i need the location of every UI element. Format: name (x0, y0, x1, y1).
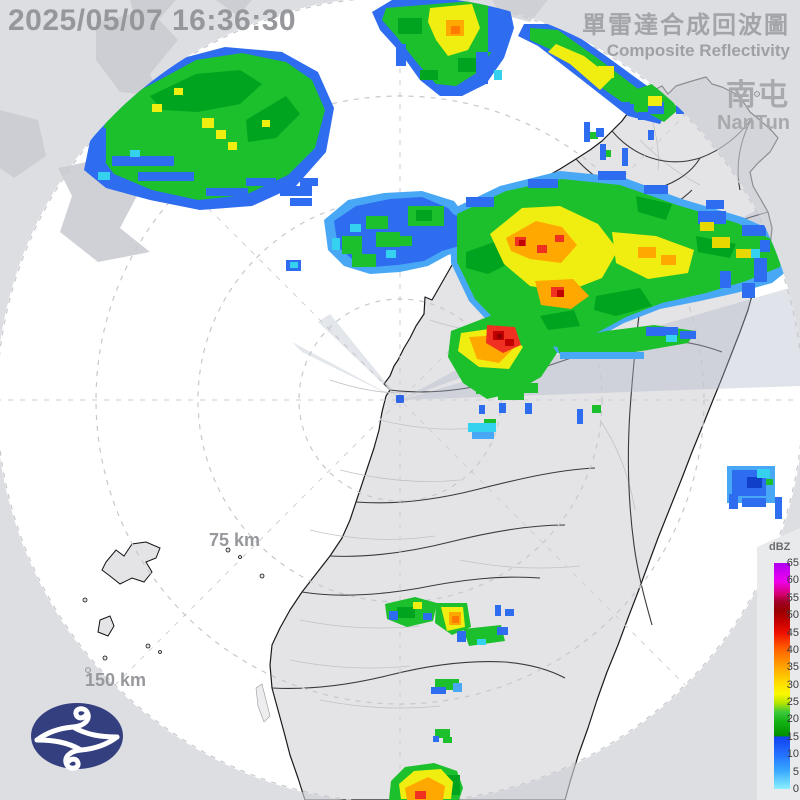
cwb-logo-swirl (34, 706, 120, 771)
colorbar-tick: 65 (786, 557, 799, 569)
radar-echoes (84, 0, 797, 800)
station-name-en: NanTun (717, 112, 790, 134)
timestamp: 2025/05/07 16:36:30 (8, 4, 297, 37)
colorbar-tick: 60 (786, 574, 799, 587)
product-title-zh: 單雷達合成回波圖 (582, 12, 790, 39)
colorbar-tick: 30 (786, 678, 799, 691)
product-title-en: Composite Reflectivity (606, 41, 790, 60)
colorbar-tick: 35 (786, 661, 799, 674)
colorbar-tick: 40 (786, 643, 799, 656)
colorbar-tick: 10 (786, 748, 799, 761)
colorbar-tick: 55 (786, 591, 799, 604)
colorbar-tick: 45 (786, 626, 799, 639)
colorbar-tick: 25 (786, 696, 799, 709)
range-label-75km: 75 km (209, 530, 261, 550)
colorbar-tick: 0 (792, 783, 799, 795)
colorbar-tick: 5 (792, 765, 799, 778)
station-name-zh: 南屯 (726, 79, 790, 112)
colorbar-tick: 15 (786, 730, 799, 743)
cwb-logo (31, 703, 123, 771)
cwb-logo-ellipse (31, 703, 123, 769)
diagonal-spokes (114, 114, 686, 686)
range-label-150km: 150 km (85, 670, 147, 690)
product-title-block: 單雷達合成回波圖 Composite Reflectivity 南屯 NanTu… (582, 5, 790, 135)
colorbar-unit-label: dBZ (769, 541, 791, 553)
colorbar-gradient (774, 563, 790, 789)
colorbar-tick: 20 (786, 713, 799, 726)
radar-station-marker (396, 395, 404, 403)
colorbar-tick: 50 (786, 609, 799, 622)
